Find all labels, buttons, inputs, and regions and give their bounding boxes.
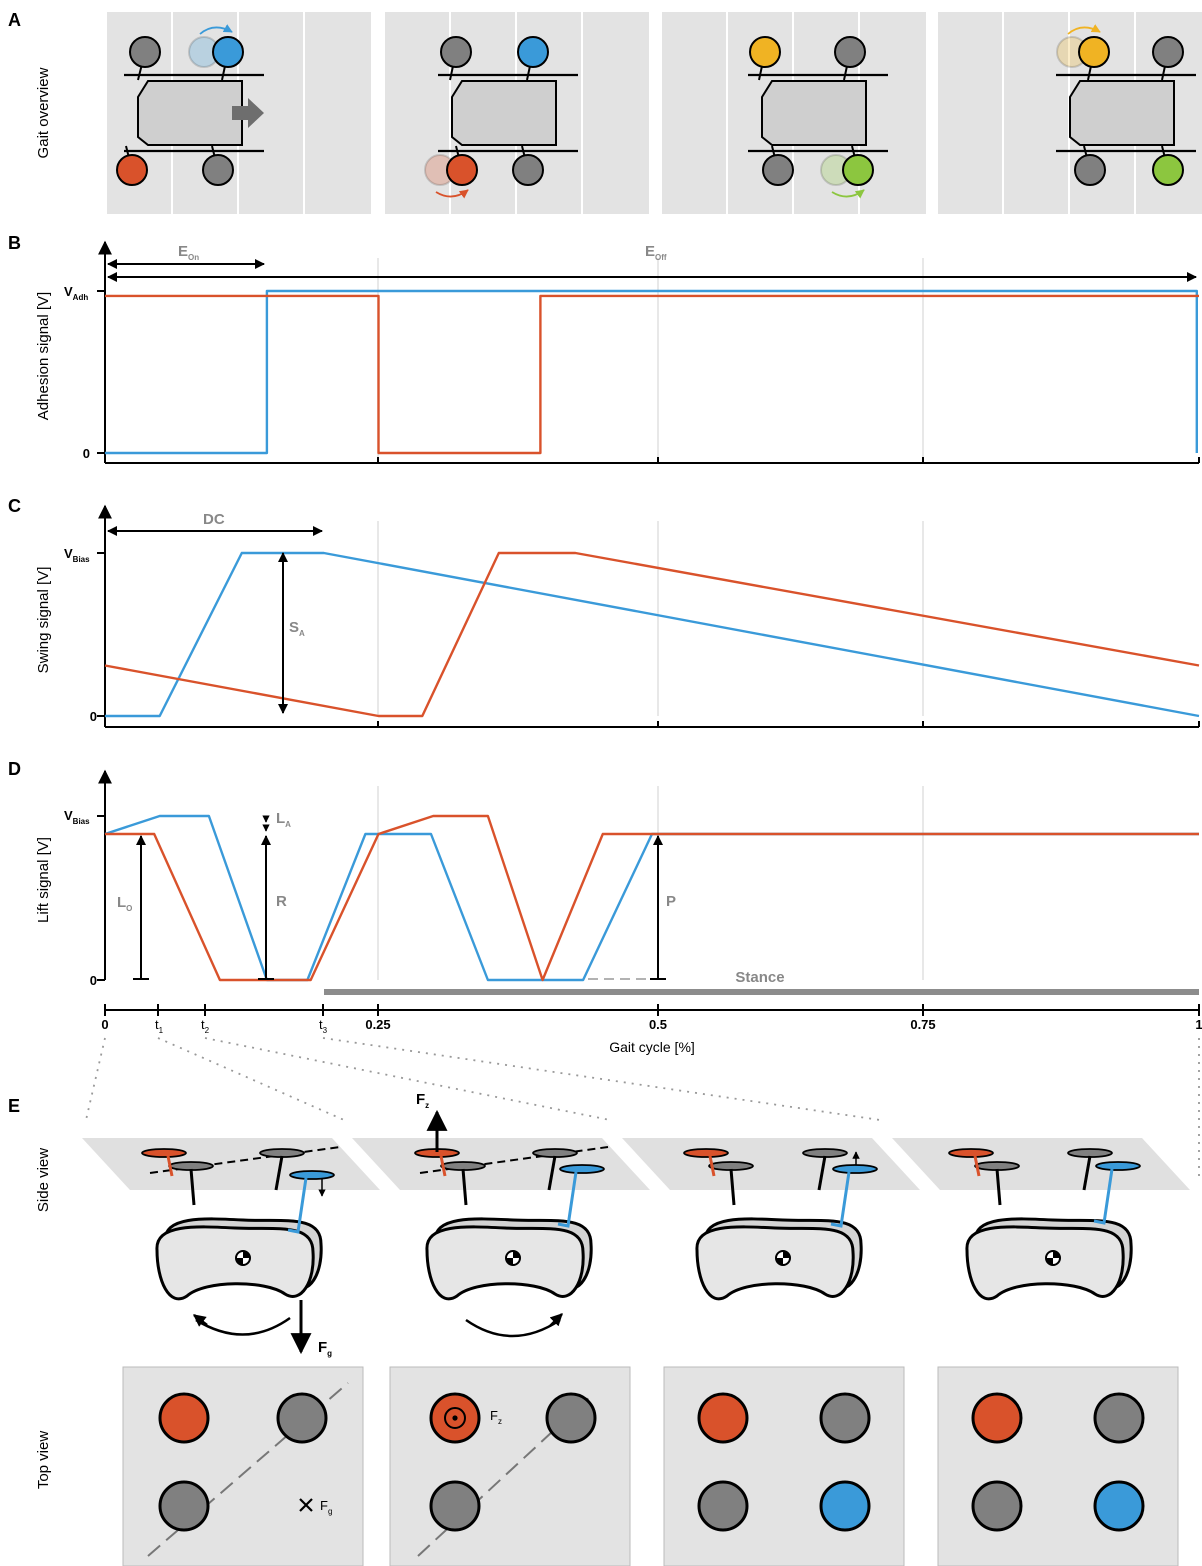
panel-label-d: D [8,759,21,779]
top-frame-2: Fz [389,1366,631,1566]
leg-foot [1078,36,1110,68]
leg-foot [749,36,781,68]
swing-series-orange [104,551,1200,718]
leg-foot [440,36,472,68]
leg-foot [842,154,874,186]
l-a-dimension: LA [262,810,291,832]
dc-label: DC [203,511,225,528]
top-frame-1: Fg [122,1366,364,1566]
leg-foot [129,36,161,68]
leg-foot [517,36,549,68]
l-a-label: LA [276,810,291,829]
l-o-label: LO [117,894,132,913]
e-off-dimension: EOff [107,243,1197,282]
leg-foot [212,36,244,68]
p-dimension: P [650,835,676,980]
top-frame-3 [663,1366,905,1566]
l-o-dimension: LO [117,835,149,980]
side-frame-2: Fz [352,1091,650,1338]
gait-frame-4 [938,12,1202,214]
panel-label-c: C [8,496,21,516]
leg-foot [1152,154,1184,186]
lift-series-blue [104,814,1199,982]
f-z-label: Fz [416,1091,429,1110]
series-layer [104,289,1200,982]
stance-label: Stance [735,969,784,986]
panel-label-e: E [8,1096,20,1116]
r-label: R [276,893,287,910]
v-adh-label: VAdh [64,284,88,302]
x-tick-025: 0.25 [365,1017,390,1032]
lift-series-orange [105,814,1199,982]
s-a-dimension: SA [278,552,305,714]
gait-frame-3 [662,12,926,214]
x-tick-0: 0 [101,1017,108,1032]
s-a-label: SA [289,619,305,638]
gait-frame-1 [107,12,371,214]
f-g-label: Fg [318,1339,332,1358]
t3-label: t3 [319,1017,328,1035]
grid [377,258,924,980]
r-dimension: R [258,835,287,980]
adhesion-series-orange [105,294,1199,455]
v-bias-label: VBias [64,808,90,826]
swing-series-blue [105,551,1200,718]
leg-foot [1152,36,1184,68]
leg-foot [834,36,866,68]
side-frame-1: Fg [82,1138,380,1358]
p-label: P [666,893,676,910]
zero-label: 0 [90,973,97,988]
panel-label-b: B [8,233,21,253]
x-tick-05: 0.5 [649,1017,667,1032]
t2-label: t2 [201,1017,210,1035]
zero-label: 0 [90,709,97,724]
adhesion-ylabel: Adhesion signal [V] [35,292,52,420]
leg-foot [202,154,234,186]
e-on-dimension: EOn [107,243,265,269]
e-off-label: EOff [645,243,667,262]
stance-bar [324,989,1199,995]
adhesion-series-blue [105,289,1199,455]
direction-arrow-icon [232,98,264,128]
cross-icon [299,1498,313,1512]
axes-lines [97,240,1200,1016]
leg-foot [512,154,544,186]
x-axis-label: Gait cycle [%] [609,1039,695,1055]
connector-lines [85,1037,1200,1180]
gait-overview-label: Gait overview [35,67,52,158]
top-view-label: Top view [35,1431,52,1490]
side-frame-4 [892,1138,1190,1301]
leg-foot [116,154,148,186]
gait-frame-2 [385,12,649,214]
leg-foot [762,154,794,186]
e-on-label: EOn [178,243,199,262]
x-tick-075: 0.75 [910,1017,935,1032]
side-view-label: Side view [35,1148,52,1212]
force-out-icon [444,1407,466,1429]
x-tick-1: 1 [1195,1017,1202,1032]
v-bias-label: VBias [64,546,90,564]
leg-foot [446,154,478,186]
leg-foot [1074,154,1106,186]
side-frame-3 [622,1138,920,1301]
zero-label: 0 [83,446,90,461]
f-g-top-label: Fg [320,1498,332,1516]
dc-dimension: DC [107,511,323,536]
panel-label-a: A [8,10,21,30]
top-frame-4 [937,1366,1179,1566]
t1-label: t1 [155,1017,164,1035]
lift-ylabel: Lift signal [V] [35,837,52,923]
f-z-top-label: Fz [490,1408,502,1426]
swing-ylabel: Swing signal [V] [35,567,52,674]
